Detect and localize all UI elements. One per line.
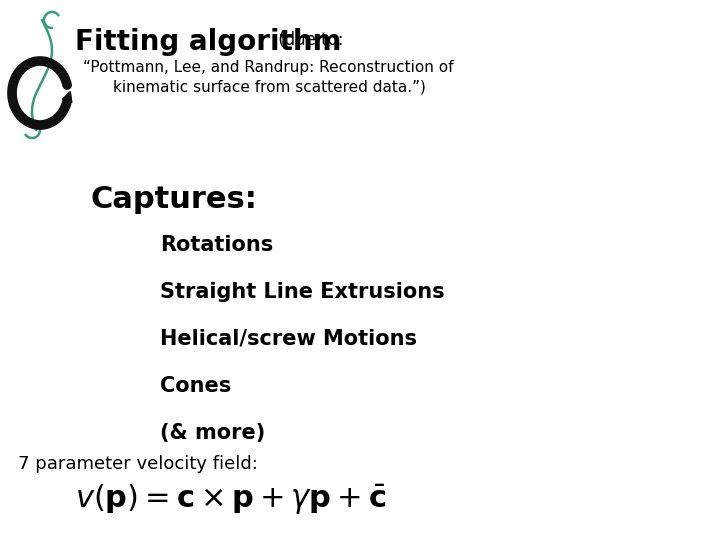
Text: (due to:: (due to: bbox=[273, 31, 343, 49]
Text: Cones: Cones bbox=[160, 376, 231, 396]
Text: Fitting algorithm: Fitting algorithm bbox=[75, 28, 341, 56]
Text: Helical/screw Motions: Helical/screw Motions bbox=[160, 329, 417, 349]
Text: “Pottmann, Lee, and Randrup: Reconstruction of: “Pottmann, Lee, and Randrup: Reconstruct… bbox=[83, 60, 454, 75]
Text: Captures:: Captures: bbox=[90, 185, 257, 214]
Text: Rotations: Rotations bbox=[160, 235, 274, 255]
Text: (& more): (& more) bbox=[160, 423, 265, 443]
Text: Straight Line Extrusions: Straight Line Extrusions bbox=[160, 282, 445, 302]
Polygon shape bbox=[63, 91, 72, 103]
Text: 7 parameter velocity field:: 7 parameter velocity field: bbox=[18, 455, 258, 473]
Text: $v(\mathbf{p}) = \mathbf{c} \times \mathbf{p} + \gamma\mathbf{p} + \bar{\mathbf{: $v(\mathbf{p}) = \mathbf{c} \times \math… bbox=[75, 483, 386, 517]
Text: kinematic surface from scattered data.”): kinematic surface from scattered data.”) bbox=[113, 80, 426, 95]
